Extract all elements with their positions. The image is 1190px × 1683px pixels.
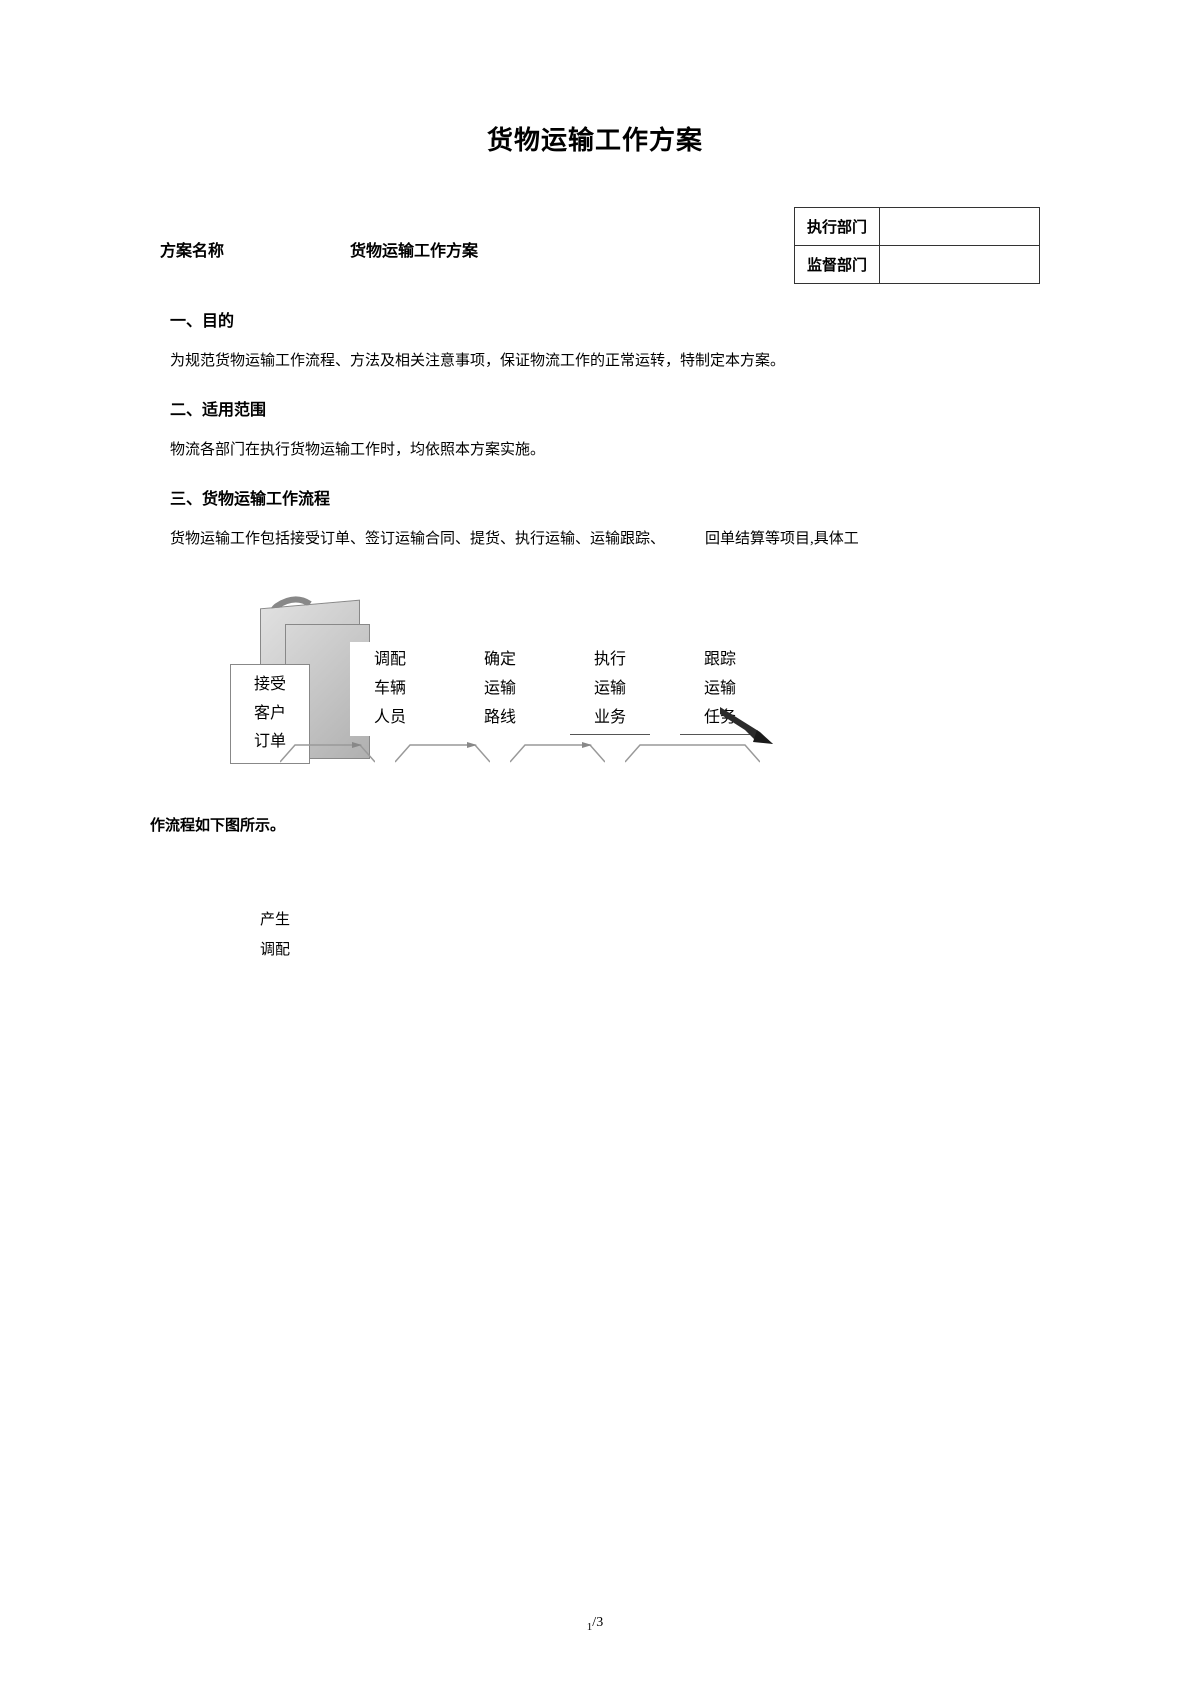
lower-line-2: 调配 — [260, 935, 1040, 965]
lower-text-block: 产生 调配 — [260, 905, 1040, 965]
dark-arrow-icon — [715, 702, 775, 747]
dept-table: 执行部门 监督部门 — [794, 207, 1040, 284]
flow-step-3: 执行 运输 业务 — [570, 642, 650, 735]
step3-line2: 运输 — [570, 675, 650, 704]
exec-dept-label: 执行部门 — [794, 208, 879, 246]
page-num-total: /3 — [592, 1615, 603, 1630]
step4-line2: 运输 — [680, 675, 760, 704]
tab-shape-2 — [395, 742, 490, 764]
step1-line3: 人员 — [350, 704, 430, 733]
super-dept-label: 监督部门 — [794, 246, 879, 284]
step1-line1: 调配 — [350, 646, 430, 675]
step2-line3: 路线 — [460, 704, 540, 733]
header-row: 方案名称 货物运输工作方案 执行部门 监督部门 — [150, 207, 1040, 287]
page-title: 货物运输工作方案 — [150, 120, 1040, 157]
section-2-heading: 二、适用范围 — [170, 396, 1040, 420]
below-flow-text: 作流程如下图所示。 — [150, 814, 1040, 835]
step0-line1: 接受 — [254, 671, 286, 700]
step4-line1: 跟踪 — [680, 646, 760, 675]
flowchart: 接受 客户 订单 调配 车辆 人员 确定 运输 路线 执行 运输 业务 跟踪 运… — [150, 594, 1040, 794]
step0-line2: 客户 — [254, 700, 286, 729]
step2-line2: 运输 — [460, 675, 540, 704]
flow-step-1: 调配 车辆 人员 — [350, 642, 430, 736]
paragraph-scope: 物流各部门在执行货物运输工作时，均依照本方案实施。 — [170, 435, 1040, 465]
exec-dept-value — [880, 208, 1040, 246]
step1-line2: 车辆 — [350, 675, 430, 704]
super-dept-value — [880, 246, 1040, 284]
plan-name-label: 方案名称 — [160, 237, 224, 261]
step2-line1: 确定 — [460, 646, 540, 675]
lower-line-1: 产生 — [260, 905, 1040, 935]
section-3-heading: 三、货物运输工作流程 — [170, 485, 1040, 509]
page-number: 1/3 — [587, 1615, 603, 1633]
paragraph-process: 货物运输工作包括接受订单、签订运输合同、提货、执行运输、运输跟踪、 回单结算等项目… — [170, 524, 1040, 554]
tab-shape-1 — [280, 742, 375, 764]
step3-line3: 业务 — [570, 704, 650, 733]
tab-shape-3 — [510, 742, 605, 764]
table-row: 执行部门 — [794, 208, 1039, 246]
plan-name-value: 货物运输工作方案 — [350, 237, 478, 261]
para3-part-b: 回单结算等项目,具体工 — [705, 531, 859, 547]
para3-part-a: 货物运输工作包括接受订单、签订运输合同、提货、执行运输、运输跟踪、 — [170, 531, 665, 547]
paragraph-purpose: 为规范货物运输工作流程、方法及相关注意事项，保证物流工作的正常运转，特制定本方案… — [170, 346, 1040, 376]
step3-line1: 执行 — [570, 646, 650, 675]
section-1-heading: 一、目的 — [170, 307, 1040, 331]
tab-shape-4 — [625, 742, 760, 764]
flow-step-2: 确定 运输 路线 — [460, 642, 540, 736]
table-row: 监督部门 — [794, 246, 1039, 284]
